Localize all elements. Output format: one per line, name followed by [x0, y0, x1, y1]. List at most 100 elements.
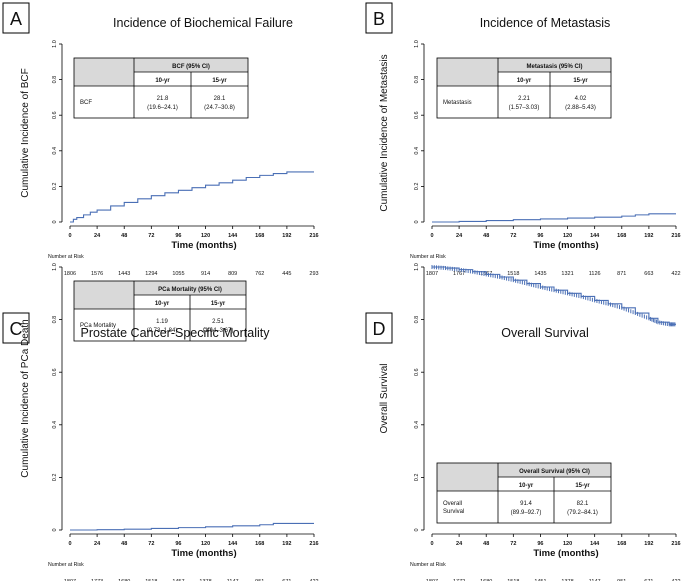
table-header-shade	[74, 58, 134, 86]
table-ci-15yr: (2.88–5.43)	[565, 105, 596, 111]
table-col-10yr: 10-yr	[155, 78, 170, 84]
y-tick-label: 0	[52, 220, 58, 223]
number-at-risk-label: Number at Risk	[410, 254, 446, 260]
y-tick-label: 1.0	[414, 40, 420, 48]
x-tick-label: 0	[430, 233, 433, 239]
x-axis-title: Time (months)	[533, 548, 598, 559]
y-axis-title: Cumulative Incidence of Metastasis	[379, 54, 390, 211]
x-axis-title: Time (months)	[171, 240, 236, 251]
at-risk-count: 951	[617, 579, 626, 581]
panel-letter-box	[365, 312, 393, 344]
table-row-label: Overall Survival	[443, 501, 464, 515]
table-header-shade	[437, 58, 498, 86]
table-header: BCF (95% CI)	[172, 64, 210, 70]
x-tick-label: 192	[644, 233, 653, 239]
x-tick-label: 48	[121, 233, 127, 239]
at-risk-count: 914	[201, 271, 210, 277]
at-risk-count: 1378	[199, 579, 211, 581]
y-tick-label: 0.2	[414, 183, 420, 191]
series-line	[70, 522, 314, 531]
table-value-10yr: 91.4	[520, 501, 532, 507]
panel-letter: D	[373, 319, 386, 339]
x-tick-label: 168	[255, 233, 264, 239]
y-tick-label: 0.8	[52, 76, 58, 84]
table-col-10yr: 10-yr	[519, 483, 534, 489]
y-tick-label: 0.2	[414, 474, 420, 482]
at-risk-count: 1518	[507, 579, 519, 581]
at-risk-count: 1126	[589, 271, 601, 277]
at-risk-count: 1451	[534, 579, 546, 581]
at-risk-count: 1443	[118, 271, 130, 277]
table-row-label: Metastasis	[443, 100, 472, 106]
table-border	[73, 280, 247, 342]
y-tick-label: 0.4	[414, 147, 420, 155]
x-tick-label: 96	[537, 541, 543, 547]
table-ci-15yr: (79.2–84.1)	[567, 510, 598, 516]
series-line	[432, 213, 676, 223]
x-tick-label: 216	[671, 233, 680, 239]
at-risk-count: 1457	[172, 579, 184, 581]
x-tick-label: 96	[175, 233, 181, 239]
x-tick-label: 192	[282, 233, 291, 239]
y-tick-label: 0.6	[414, 111, 420, 119]
x-tick-label: 0	[430, 541, 433, 547]
x-tick-label: 72	[148, 233, 154, 239]
panel-letter: C	[10, 319, 23, 339]
series-line	[70, 171, 314, 223]
at-risk-count: 422	[671, 271, 680, 277]
panel-letter: A	[10, 9, 22, 29]
x-tick-label: 168	[617, 541, 626, 547]
table-value-10yr: 21.8	[157, 96, 169, 102]
table-value-10yr: 2.21	[518, 96, 530, 102]
y-tick-label: 0.8	[414, 316, 420, 324]
y-tick-label: 0.6	[414, 368, 420, 376]
y-tick-label: 0.4	[52, 147, 58, 155]
y-tick-label: 0.4	[414, 421, 420, 429]
table-col-15yr: 15-yr	[212, 78, 227, 84]
panel-letter-box	[2, 312, 30, 344]
table-border	[436, 57, 612, 119]
at-risk-count: 293	[309, 271, 318, 277]
estimate-table: BCF (95% CI) 10-yr 15-yr BCF 21.8 (19.6–24.1)…	[73, 57, 249, 119]
at-risk-count: 1294	[145, 271, 157, 277]
censor-marks	[431, 265, 676, 327]
number-at-risk-label: Number at Risk	[410, 562, 446, 568]
at-risk-count: 1378	[561, 579, 573, 581]
at-risk-count: 809	[228, 271, 237, 277]
at-risk-count: 1518	[507, 271, 519, 277]
x-tick-label: 144	[228, 541, 238, 547]
y-tick-label: 0	[414, 528, 420, 531]
table-value-15yr: 82.1	[577, 501, 589, 507]
x-tick-label: 144	[590, 541, 600, 547]
x-tick-label: 168	[255, 541, 264, 547]
table-col-10yr: 10-yr	[517, 78, 532, 84]
x-tick-label: 120	[563, 233, 572, 239]
x-tick-label: 48	[121, 541, 127, 547]
panel-title: Overall Survival	[501, 326, 589, 340]
y-tick-label: 0	[414, 220, 420, 223]
table-row-label: BCF	[80, 100, 92, 106]
at-risk-count: 422	[671, 579, 680, 581]
y-tick-label: 0.2	[52, 474, 58, 482]
at-risk-count: 1680	[480, 579, 492, 581]
x-tick-label: 48	[483, 233, 489, 239]
at-risk-count: 1055	[172, 271, 184, 277]
table-ci-10yr: (1.57–3.03)	[509, 105, 540, 111]
at-risk-count: 1807	[426, 271, 438, 277]
table-header-shade	[134, 281, 246, 295]
panel-letter-box	[2, 2, 30, 34]
table-header-shade	[134, 58, 248, 72]
x-tick-label: 120	[563, 541, 572, 547]
estimate-table: PCa Mortality (95% CI) 10-yr 15-yr PCa Mort…	[73, 280, 247, 342]
y-tick-label: 0.8	[52, 316, 58, 324]
y-tick-label: 0	[52, 528, 58, 531]
table-col-10yr: 10-yr	[155, 301, 170, 307]
table-col-15yr: 15-yr	[575, 483, 590, 489]
x-tick-label: 24	[456, 541, 463, 547]
table-ci-10yr: (89.9–92.7)	[511, 510, 542, 516]
table-ci-10yr: (19.6–24.1)	[147, 105, 178, 111]
x-tick-label: 72	[510, 233, 516, 239]
at-risk-count: 871	[617, 271, 626, 277]
table-header-shade	[498, 58, 611, 72]
